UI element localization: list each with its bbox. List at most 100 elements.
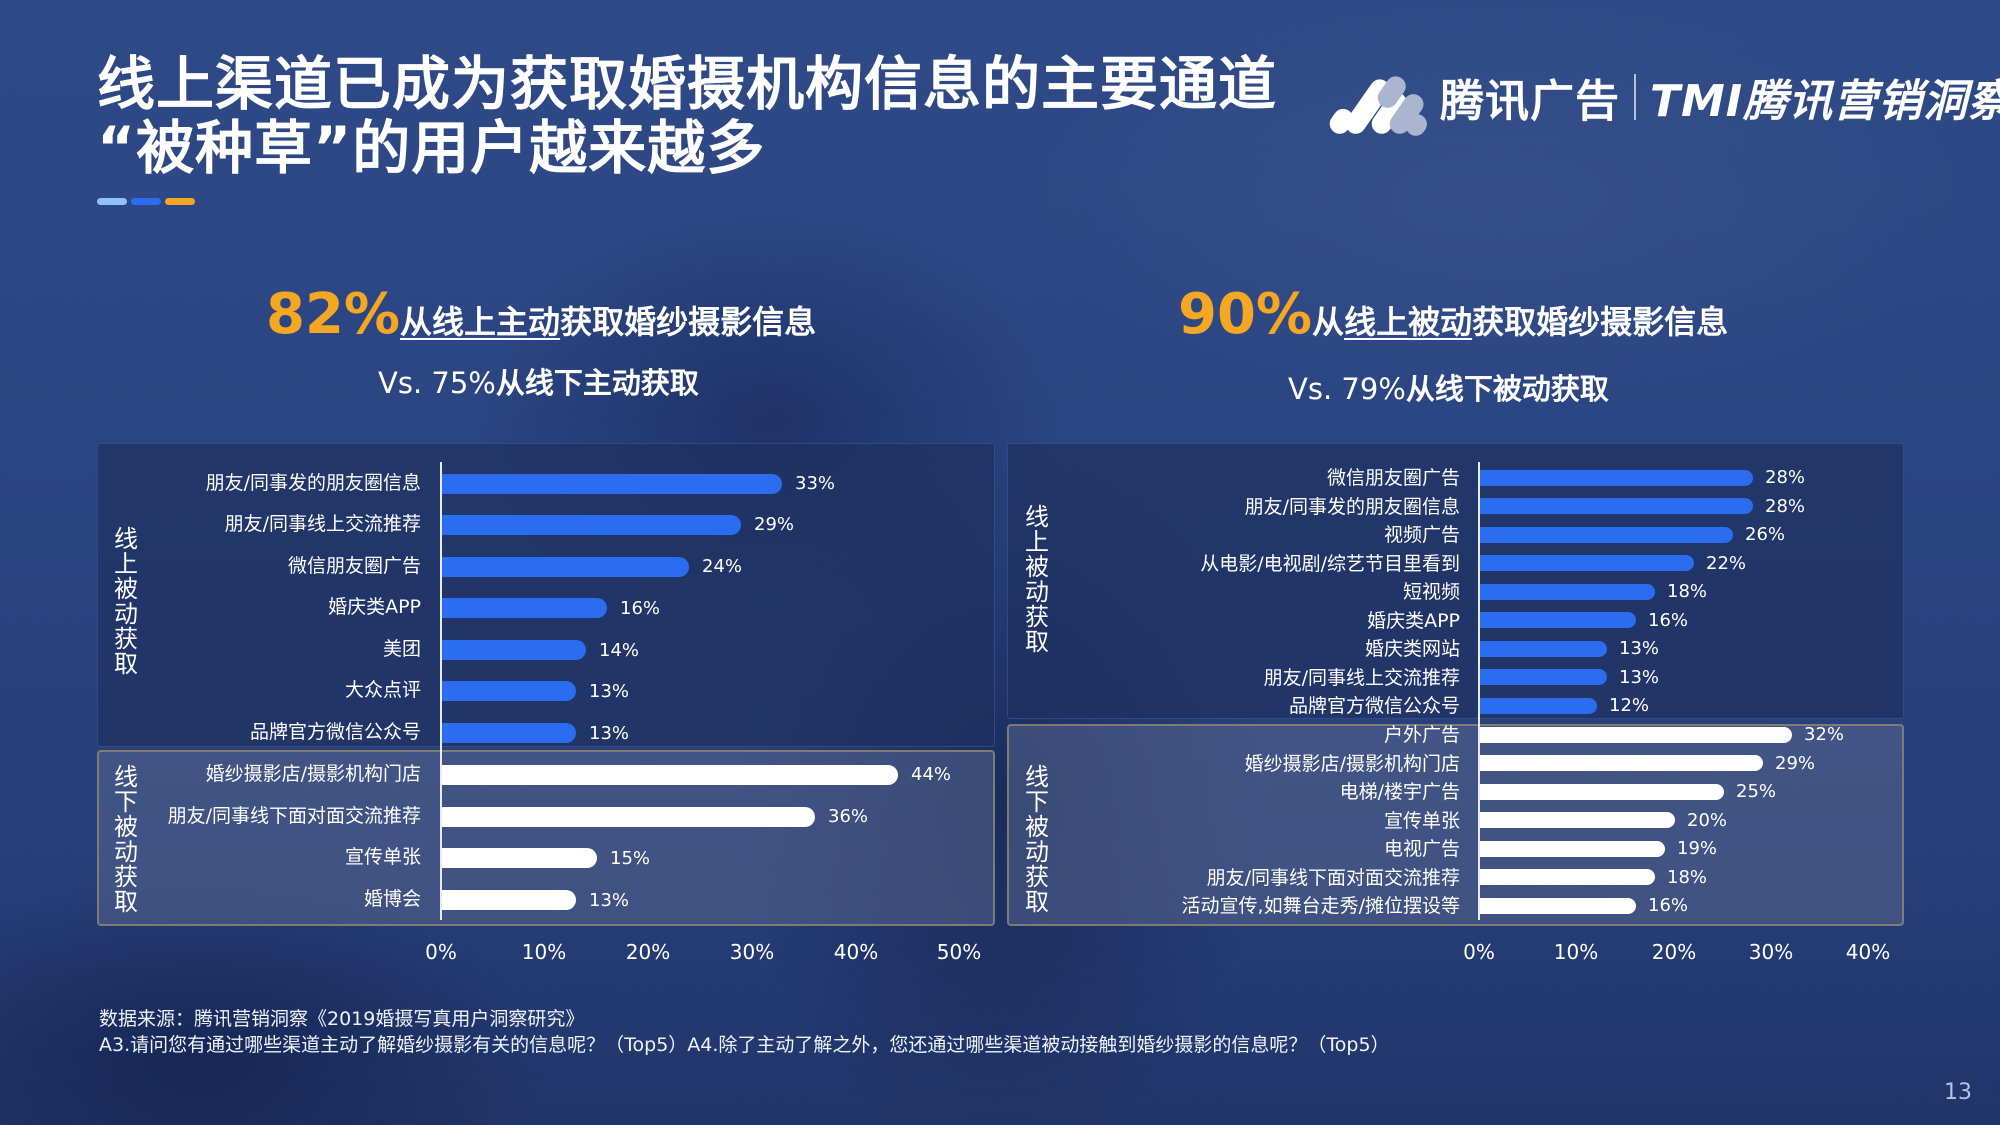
brand-logo: 腾讯广告 TMI腾讯营销洞察 (1325, 62, 2000, 140)
left-bar-online (442, 474, 782, 494)
title-line-2: “被种草”的用户越来越多 (97, 114, 766, 182)
right-bar-value: 22% (1706, 553, 1747, 574)
left-bar-offline (442, 890, 576, 910)
right-row-label: 朋友/同事线下面对面交流推荐 (1206, 867, 1460, 889)
right-bar-online (1480, 498, 1753, 514)
right-bar-value: 19% (1677, 838, 1718, 859)
right-y-axis-line (1478, 462, 1480, 920)
right-row-label: 电梯/楼宇广告 (1339, 781, 1460, 803)
left-bar-online (442, 681, 576, 701)
right-bar-online (1480, 641, 1607, 657)
right-bar-offline (1480, 755, 1763, 771)
right-headline-rest: 获取婚纱摄影信息 (1472, 303, 1729, 341)
right-bar-online (1480, 555, 1694, 571)
left-headline: 82% 从线上主动 获取婚纱摄影信息 (266, 282, 816, 347)
brand-name: 腾讯广告 (1440, 76, 1620, 127)
right-row-label: 婚庆类APP (1367, 610, 1460, 632)
right-bar-online (1480, 527, 1733, 543)
right-offline-group-label: 线下被动获取 (1025, 763, 1049, 916)
left-row-label: 朋友/同事线下面对面交流推荐 (167, 805, 421, 827)
right-x-tick: 30% (1748, 940, 1794, 964)
page-title: 线上渠道已成为获取婚摄机构信息的主要通道 “被种草”的用户越来越多 (97, 52, 1277, 180)
right-row-label: 电视广告 (1383, 838, 1460, 860)
left-offline-group-label: 线下被动获取 (114, 763, 138, 916)
data-source-text: 数据来源：腾讯营销洞察《2019婚摄写真用户洞察研究》 (99, 1008, 585, 1030)
left-bar-value: 36% (828, 806, 869, 827)
left-row-label: 大众点评 (344, 679, 421, 701)
right-bar-value: 18% (1667, 581, 1708, 602)
right-row-label: 品牌官方微信公众号 (1288, 695, 1460, 717)
left-x-tick: 50% (936, 940, 982, 964)
right-bar-offline (1480, 898, 1636, 914)
right-bar-online (1480, 669, 1607, 685)
left-row-label: 婚纱摄影店/摄影机构门店 (205, 763, 421, 785)
right-bar-value: 18% (1667, 867, 1708, 888)
right-x-tick: 20% (1651, 940, 1697, 964)
right-headline: 90% 从 线上被动 获取婚纱摄影信息 (1178, 282, 1728, 347)
right-bar-value: 13% (1619, 638, 1660, 659)
right-headline-underlined: 线上被动 (1344, 303, 1473, 341)
right-row-label: 从电影/电视剧/综艺节目里看到 (1200, 553, 1460, 575)
right-bar-value: 25% (1736, 781, 1777, 802)
right-bar-value: 16% (1648, 895, 1689, 916)
left-x-tick: 30% (729, 940, 775, 964)
right-bar-value: 29% (1775, 753, 1816, 774)
right-sub-text: 从线下被动获取 (1405, 372, 1609, 406)
right-bar-value: 28% (1765, 496, 1806, 517)
title-decoration-light (97, 198, 127, 205)
left-bar-value: 15% (610, 848, 651, 869)
right-bar-value: 26% (1745, 524, 1786, 545)
left-bar-offline (442, 848, 597, 868)
right-online-panel (1007, 443, 1904, 719)
left-headline-percent: 82% (266, 282, 401, 347)
left-row-label: 微信朋友圈广告 (287, 555, 421, 577)
left-headline-rest: 获取婚纱摄影信息 (560, 303, 817, 341)
left-bar-value: 13% (589, 723, 630, 744)
right-row-label: 微信朋友圈广告 (1326, 467, 1460, 489)
right-online-group-label: 线上被动获取 (1025, 503, 1049, 656)
left-bar-offline (442, 765, 898, 785)
left-subheadline: Vs. 75%从线下主动获取 (378, 360, 699, 402)
left-bar-value: 13% (589, 681, 630, 702)
right-row-label: 朋友/同事线上交流推荐 (1263, 667, 1460, 689)
right-row-label: 婚庆类网站 (1364, 638, 1460, 660)
right-headline-prefix: 从 (1312, 303, 1345, 341)
left-x-tick: 20% (625, 940, 671, 964)
right-x-tick: 10% (1553, 940, 1599, 964)
right-bar-online (1480, 470, 1753, 486)
left-bar-online (442, 557, 689, 577)
right-headline-percent: 90% (1178, 282, 1313, 347)
left-sub-vs: Vs. 75% (378, 366, 496, 400)
right-row-label: 宣传单张 (1383, 810, 1460, 832)
left-bar-value: 14% (599, 640, 640, 661)
left-bar-value: 33% (795, 473, 836, 494)
right-bar-online (1480, 698, 1597, 714)
left-bar-online (442, 640, 586, 660)
left-bar-online (442, 723, 576, 743)
left-bar-value: 44% (911, 764, 952, 785)
left-bar-value: 16% (620, 598, 661, 619)
right-row-label: 活动宣传,如舞台走秀/摊位摆设等 (1181, 895, 1460, 917)
left-row-label: 朋友/同事线上交流推荐 (224, 513, 421, 535)
footer-notes: 数据来源：腾讯营销洞察《2019婚摄写真用户洞察研究》 A3.请问您有通过哪些渠… (99, 1006, 1390, 1058)
tencent-ads-logo-icon (1325, 66, 1431, 140)
right-x-tick: 40% (1845, 940, 1891, 964)
right-row-label: 婚纱摄影店/摄影机构门店 (1244, 753, 1460, 775)
title-decoration-orange (165, 198, 195, 205)
right-bar-value: 20% (1687, 810, 1728, 831)
sub-brand-name: TMI腾讯营销洞察 (1650, 76, 2000, 127)
left-x-tick: 40% (833, 940, 879, 964)
left-row-label: 朋友/同事发的朋友圈信息 (205, 472, 421, 494)
right-bar-value: 32% (1804, 724, 1845, 745)
left-x-tick: 10% (521, 940, 567, 964)
left-bar-online (442, 598, 607, 618)
right-bar-value: 28% (1765, 467, 1806, 488)
left-row-label: 宣传单张 (344, 846, 421, 868)
left-bar-value: 13% (589, 890, 630, 911)
right-bar-offline (1480, 784, 1724, 800)
right-bar-offline (1480, 727, 1792, 743)
right-row-label: 视频广告 (1383, 524, 1460, 546)
title-decoration-blue (131, 198, 161, 205)
logo-divider (1634, 74, 1636, 120)
right-row-label: 朋友/同事发的朋友圈信息 (1244, 496, 1460, 518)
